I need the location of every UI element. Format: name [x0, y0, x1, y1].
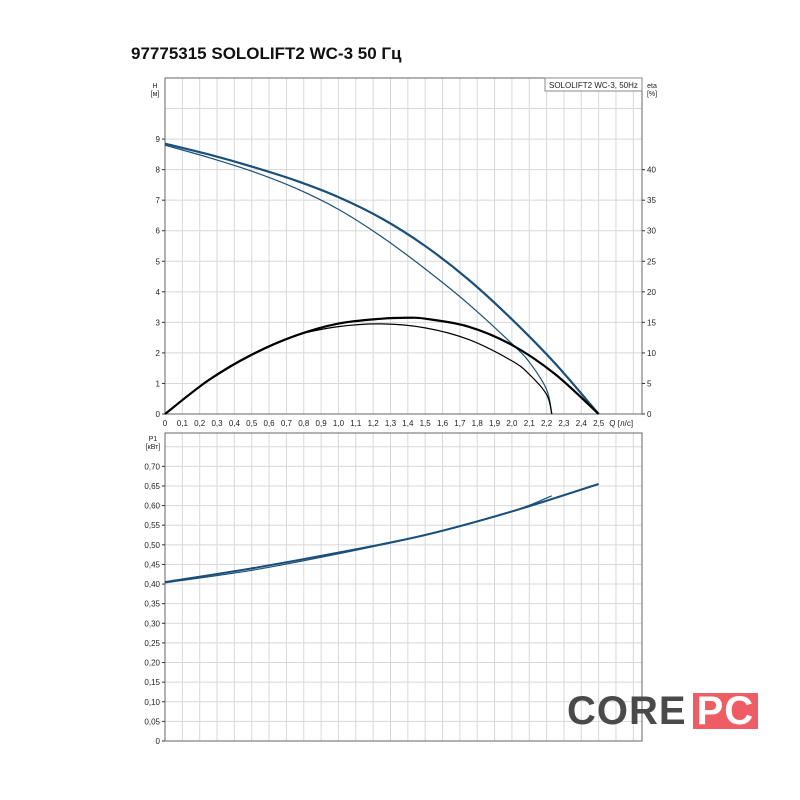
series-line-p1-max-: [164, 483, 599, 584]
y-tick-label: 1: [156, 379, 161, 388]
plot-frame: [164, 77, 643, 415]
y-tick-label: 0: [156, 410, 161, 419]
y-tick-label: 0,35: [144, 600, 160, 609]
x-tick-label: 0,5: [246, 419, 258, 428]
y2-tick-label: 20: [647, 288, 656, 297]
x-tick-label: 1,1: [350, 419, 362, 428]
x-tick-label: 1,3: [385, 419, 397, 428]
y-tick-label: 0,25: [144, 639, 160, 648]
series-line-h-curve-2-: [164, 144, 553, 415]
x-tick-label: 0,4: [229, 419, 241, 428]
x-tick-label: 0,6: [264, 419, 276, 428]
y-tick-label: 2: [156, 349, 161, 358]
y-axis-label: P1: [149, 436, 158, 443]
y-tick-label: 6: [156, 227, 161, 236]
y-tick-label: 7: [156, 196, 161, 205]
x-tick-label: 0: [163, 419, 168, 428]
plot-frame: [164, 432, 643, 742]
x-tick-label: 1,6: [437, 419, 449, 428]
series-line-eta-curve-2-: [164, 323, 553, 415]
y-tick-label: 0,05: [144, 717, 160, 726]
x-axis-label: Q [л/с]: [609, 419, 633, 428]
legend-label: SOLOLIFT2 WC-3, 50Hz: [549, 81, 638, 90]
y-tick-label: 8: [156, 166, 161, 175]
y-tick-label: 5: [156, 257, 161, 266]
y-tick-label: 0,45: [144, 560, 160, 569]
y2-axis-unit: [%]: [647, 91, 657, 98]
x-tick-label: 1,7: [454, 419, 466, 428]
y-tick-label: 9: [156, 135, 161, 144]
y-tick-label: 0: [156, 737, 161, 746]
y-tick-label: 0,50: [144, 541, 160, 550]
x-tick-label: 2,0: [506, 419, 518, 428]
y2-axis-label: eta: [647, 83, 657, 90]
legend-box: [544, 77, 643, 92]
x-tick-label: 0,1: [177, 419, 189, 428]
x-tick-label: 1,2: [368, 419, 380, 428]
x-tick-label: 2,2: [541, 419, 553, 428]
y2-tick-label: 40: [647, 166, 656, 175]
y-tick-label: 0,10: [144, 698, 160, 707]
logo-core-text: CORE: [567, 689, 687, 733]
y-tick-label: 4: [156, 288, 161, 297]
corepc-logo: CORE PC: [567, 689, 759, 733]
y-axis-label: H: [152, 83, 157, 90]
x-tick-label: 2,3: [558, 419, 570, 428]
y2-tick-label: 10: [647, 349, 656, 358]
x-tick-label: 1,9: [489, 419, 501, 428]
chart-title: 97775315 SOLOLIFT2 WC-3 50 Гц: [131, 44, 402, 63]
y-tick-label: 0,55: [144, 521, 160, 530]
y2-tick-label: 35: [647, 196, 656, 205]
y-axis-unit: [кВт]: [146, 444, 161, 451]
y-tick-label: 0,70: [144, 462, 160, 471]
y-tick-label: 0,20: [144, 659, 160, 668]
y2-tick-label: 30: [647, 227, 656, 236]
x-tick-label: 0,7: [281, 419, 293, 428]
y-axis-unit: [м]: [151, 91, 160, 98]
x-tick-label: 1,5: [420, 419, 432, 428]
x-tick-label: 2,4: [576, 419, 588, 428]
y2-tick-label: 0: [647, 410, 652, 419]
y2-tick-label: 25: [647, 257, 656, 266]
x-tick-label: 1,0: [333, 419, 345, 428]
x-tick-label: 0,8: [298, 419, 310, 428]
logo-pc-text: PC: [692, 691, 759, 731]
x-tick-label: 1,8: [472, 419, 484, 428]
y-tick-label: 3: [156, 318, 161, 327]
y-tick-label: 0,15: [144, 678, 160, 687]
series-line-h-max-: [164, 142, 600, 415]
y-tick-label: 0,65: [144, 482, 160, 491]
y-tick-label: 0,40: [144, 580, 160, 589]
y-tick-label: 0,30: [144, 619, 160, 628]
x-tick-label: 0,2: [194, 419, 206, 428]
series-line-p1-curve-2-: [164, 495, 553, 584]
x-tick-label: 2,1: [524, 419, 536, 428]
y-tick-label: 0,60: [144, 502, 160, 511]
y2-tick-label: 15: [647, 318, 656, 327]
x-tick-label: 0,9: [316, 419, 328, 428]
x-tick-label: 2,5: [593, 419, 605, 428]
x-tick-label: 0,3: [211, 419, 223, 428]
y2-tick-label: 5: [647, 379, 652, 388]
x-tick-label: 1,4: [402, 419, 414, 428]
